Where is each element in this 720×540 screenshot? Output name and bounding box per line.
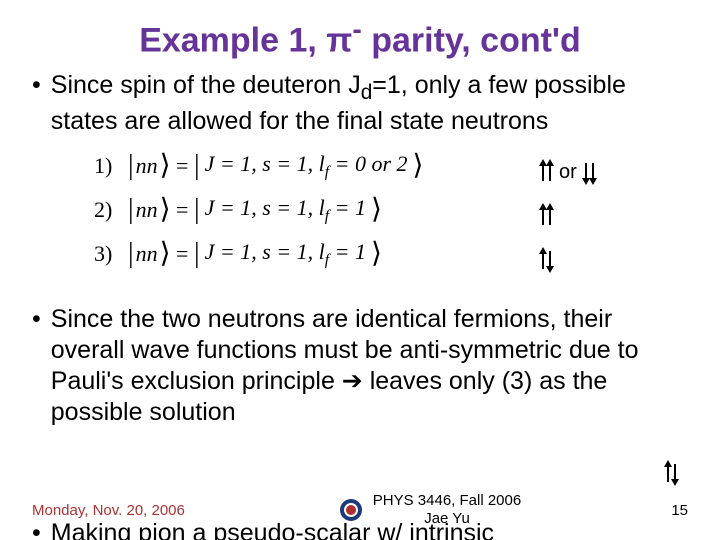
state-row-2: 2) | nn ⟩ = | J = 1, s = 1, lf = 1 ⟩ (94, 188, 688, 232)
bullet-marker: • (32, 70, 41, 137)
eq: = (171, 153, 194, 179)
state-1-num: 1) (94, 153, 128, 179)
spin-upup (540, 159, 553, 185)
spin-row-3 (540, 238, 596, 282)
bullet-2-text: Since the two neutrons are identical fer… (51, 304, 688, 429)
slide: Example 1, π- parity, cont'd • Since spi… (0, 0, 720, 540)
title-prefix: Example 1, (139, 21, 326, 59)
state-2-num: 2) (94, 197, 128, 223)
eq: = (171, 241, 194, 267)
ket-left: | (128, 240, 134, 268)
state-3-ket: | nn ⟩ = | J = 1, s = 1, lf = 1 ⟩ (128, 239, 382, 269)
spin-upup (540, 203, 553, 229)
state-3-num: 3) (94, 241, 128, 267)
ket-left: | (194, 152, 200, 180)
footer-course: PHYS 3446, Fall 2006 (373, 492, 521, 509)
slide-title: Example 1, π- parity, cont'd (32, 14, 688, 60)
bullet-1-sub: d (361, 81, 373, 104)
ket-left: | (128, 152, 134, 180)
state-row-3: 3) | nn ⟩ = | J = 1, s = 1, lf = 1 ⟩ (94, 232, 688, 276)
ket-left: | (194, 196, 200, 224)
state-1-body: J = 1, s = 1, lf = 0 or 2 (202, 151, 411, 181)
ket-right: ⟩ (160, 240, 171, 268)
title-suffix: parity, cont'd (362, 21, 581, 59)
state-2-body: J = 1, s = 1, lf = 1 (202, 195, 369, 225)
ket-right: ⟩ (413, 152, 424, 180)
state-1-nn: nn (136, 153, 158, 179)
bullet-marker: • (32, 519, 41, 540)
or-label: or (559, 161, 577, 184)
title-sup: - (352, 14, 361, 46)
state-row-1: 1) | nn ⟩ = | J = 1, s = 1, lf = 0 or 2 … (94, 144, 688, 188)
spin-row-1: or (540, 150, 596, 194)
bullet-marker: • (32, 304, 41, 429)
bullet-2: • Since the two neutrons are identical f… (32, 304, 688, 429)
ket-left: | (128, 196, 134, 224)
title-pi: π (326, 21, 352, 59)
spin-downdown (583, 159, 596, 185)
states-list: 1) | nn ⟩ = | J = 1, s = 1, lf = 0 or 2 … (94, 144, 688, 276)
state-1-ket: | nn ⟩ = | J = 1, s = 1, lf = 0 or 2 ⟩ (128, 151, 423, 181)
footer-page-number: 15 (628, 502, 688, 519)
state-2-nn: nn (136, 197, 158, 223)
bullet-1-prefix: Since spin of the deuteron J (51, 71, 361, 99)
bullet-1: • Since spin of the deuteron Jd=1, only … (32, 70, 688, 137)
bullet-3-text: Making pion a pseudo-scalar w/ intrinsic (51, 519, 494, 540)
spin-row-2 (540, 194, 596, 238)
ket-right: ⟩ (160, 152, 171, 180)
implies-arrow-icon: ➔ (342, 366, 363, 397)
state-3-nn: nn (136, 241, 158, 267)
ket-left: | (194, 240, 200, 268)
bullet-1-text: Since spin of the deuteron Jd=1, only a … (51, 70, 688, 137)
footer-date: Monday, Nov. 20, 2006 (32, 502, 232, 519)
spin-updown-bottom (665, 460, 678, 486)
state-3-body: J = 1, s = 1, lf = 1 (202, 239, 369, 269)
eq: = (171, 197, 194, 223)
spin-updown (540, 247, 553, 273)
ket-right: ⟩ (371, 196, 382, 224)
ket-right: ⟩ (371, 240, 382, 268)
state-2-ket: | nn ⟩ = | J = 1, s = 1, lf = 1 ⟩ (128, 195, 382, 225)
ket-right: ⟩ (160, 196, 171, 224)
spin-diagrams: or (540, 150, 596, 282)
bullet-3-partial: • Making pion a pseudo-scalar w/ intrins… (32, 519, 494, 540)
